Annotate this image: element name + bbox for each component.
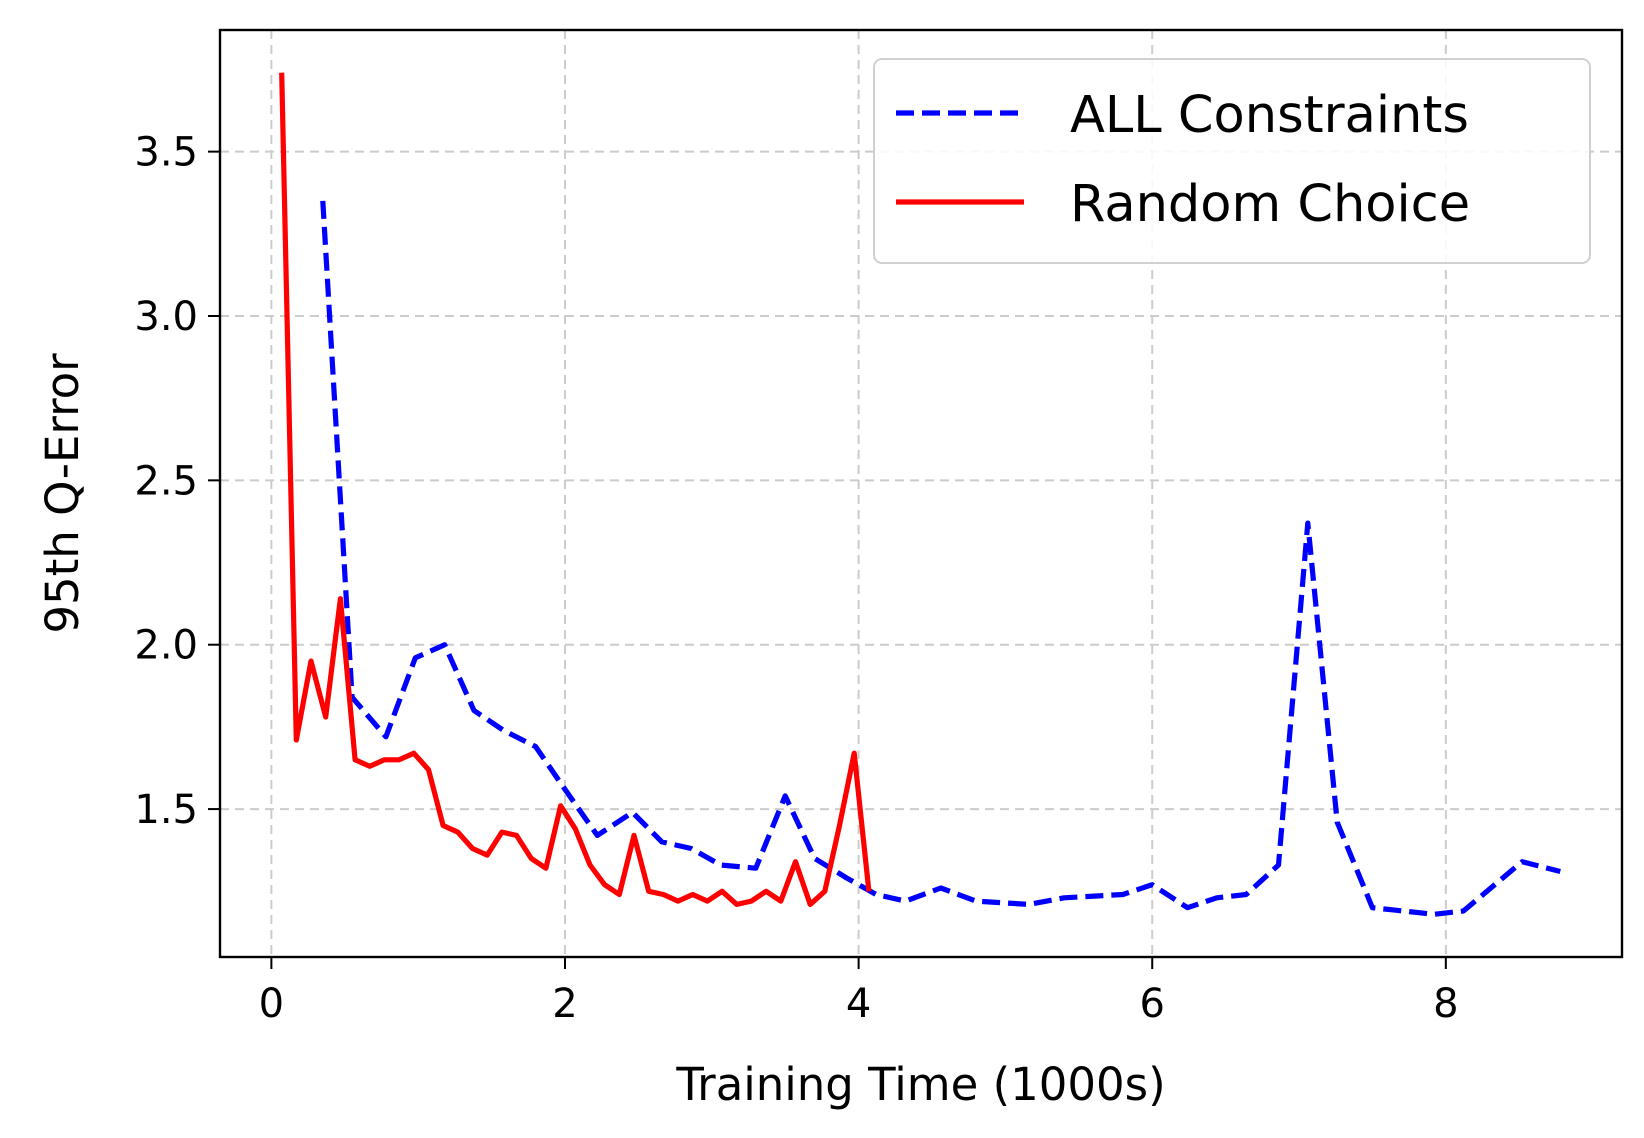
legend-label-2: Random Choice <box>1070 175 1470 234</box>
series-line-1 <box>320 200 1561 917</box>
x-tick-label: 2 <box>552 981 577 1027</box>
legend: ALL Constraints Random Choice <box>873 58 1591 264</box>
y-axis-ticks: 1.5 2.0 2.5 3.0 3.5 <box>134 130 220 833</box>
legend-label-1: ALL Constraints <box>1070 86 1469 145</box>
plot-frame <box>218 28 1624 959</box>
series-layer <box>279 72 1561 917</box>
y-tick-label: 2.5 <box>134 458 198 504</box>
x-axis-ticks: 0 2 4 6 8 <box>259 957 1459 1027</box>
series-line-2 <box>279 72 872 908</box>
y-tick-label: 3.0 <box>134 294 198 340</box>
y-axis-label: 95th Q-Error <box>36 353 89 634</box>
x-tick-label: 6 <box>1139 981 1164 1027</box>
y-tick-label: 3.5 <box>134 130 198 176</box>
x-axis-label: Training Time (1000s) <box>675 1058 1165 1111</box>
x-tick-label: 0 <box>259 981 284 1027</box>
legend-box <box>873 58 1591 264</box>
y-tick-label: 2.0 <box>134 623 198 669</box>
x-tick-label: 4 <box>846 981 871 1027</box>
x-tick-label: 8 <box>1433 981 1458 1027</box>
y-tick-label: 1.5 <box>134 787 198 833</box>
